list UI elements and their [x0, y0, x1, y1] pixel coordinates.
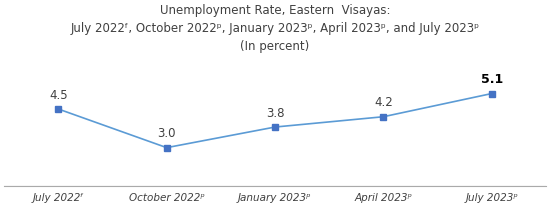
Text: 5.1: 5.1: [481, 73, 503, 86]
Text: 3.0: 3.0: [157, 127, 176, 140]
Title: Unemployment Rate, Eastern  Visayas:
July 2022ᶠ, October 2022ᵖ, January 2023ᵖ, A: Unemployment Rate, Eastern Visayas: July…: [70, 4, 480, 53]
Text: 4.5: 4.5: [49, 88, 68, 101]
Text: 3.8: 3.8: [266, 106, 284, 119]
Text: 4.2: 4.2: [374, 96, 393, 109]
